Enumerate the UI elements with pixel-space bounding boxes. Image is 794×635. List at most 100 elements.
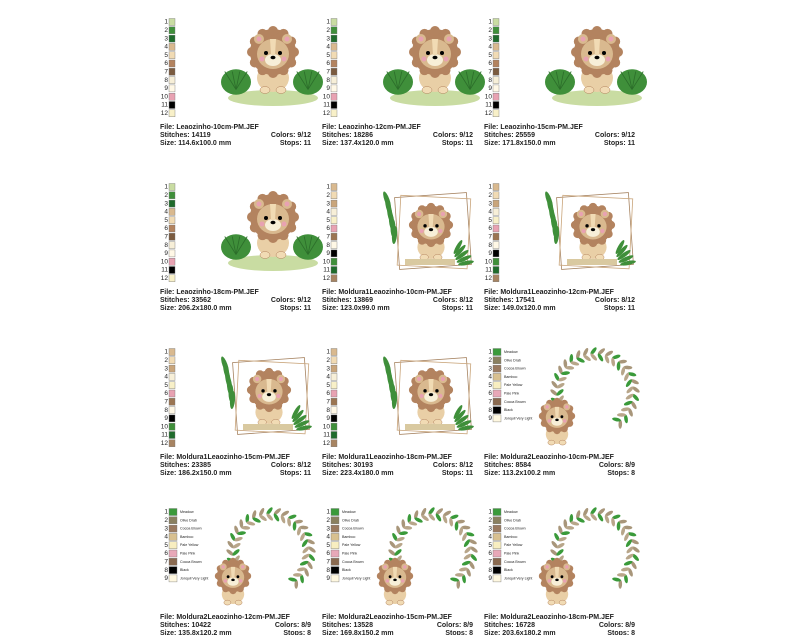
- leaf: [583, 354, 591, 361]
- leaf: [300, 532, 306, 542]
- leaf: [391, 391, 398, 409]
- leaf: [394, 542, 403, 549]
- lion-ear-inner: [608, 36, 614, 42]
- leaf: [631, 561, 637, 570]
- color-swatch: [330, 566, 340, 574]
- mane-tuft: [430, 68, 440, 78]
- swatch-number: 1: [488, 509, 492, 516]
- color-name: Cocoa Brown: [342, 560, 364, 564]
- color-swatch: [168, 183, 176, 191]
- lion-muzzle: [551, 577, 563, 586]
- mane-tuft: [257, 65, 268, 76]
- swatch-number: 8: [488, 242, 492, 249]
- swatch-number: 12: [323, 275, 331, 282]
- leaf: [280, 514, 286, 524]
- color-swatch: [492, 266, 500, 274]
- leaf: [456, 579, 461, 589]
- leaf: [456, 420, 472, 428]
- color-name: Olive Drab: [504, 518, 521, 522]
- color-count: Colors: 8/9: [599, 622, 635, 629]
- swatch-number: 5: [488, 382, 492, 389]
- swatch-number: 8: [488, 567, 492, 574]
- lion-cheek: [562, 419, 567, 423]
- color-swatch: [330, 516, 340, 524]
- leaf: [554, 532, 560, 542]
- mane-tuft: [246, 385, 256, 395]
- mane-tuft: [451, 47, 461, 57]
- leaf: [303, 532, 313, 537]
- mane-tuft: [560, 425, 568, 433]
- swatch-number: 1: [326, 19, 330, 26]
- file-name: File: Moldura2Leaozinho-18cm-PM.JEF: [484, 614, 615, 621]
- lion-cheek: [276, 393, 281, 399]
- color-swatch: [168, 533, 178, 541]
- color-swatch: [330, 241, 338, 249]
- color-swatch: [492, 508, 502, 516]
- leaf: [576, 350, 581, 359]
- color-swatch: [492, 109, 500, 118]
- leaf-vein: [631, 71, 637, 90]
- leaf: [628, 568, 633, 577]
- mane-tuft: [560, 585, 568, 593]
- color-name: Meadow: [504, 350, 518, 354]
- grass-base: [243, 424, 293, 430]
- leaf: [565, 366, 575, 370]
- design-size: Size: 137.4x120.0 mm: [322, 140, 394, 147]
- color-swatch: [168, 549, 178, 558]
- color-swatch: [492, 348, 502, 356]
- lion-paw: [421, 86, 433, 94]
- leaf: [421, 507, 427, 517]
- color-swatch: [492, 274, 500, 282]
- leaf: [252, 517, 261, 523]
- design-size: Size: 223.4x180.0 mm: [322, 470, 394, 477]
- leaf: [456, 519, 466, 524]
- leaf: [612, 577, 622, 582]
- color-swatch: [492, 216, 500, 224]
- mane-tuft: [566, 419, 574, 427]
- mane-tuft: [249, 57, 260, 68]
- swatch-number: 8: [326, 242, 330, 249]
- color-name: Pale Yellow: [342, 543, 361, 547]
- lion-cheek: [562, 579, 567, 583]
- leaf: [435, 513, 442, 522]
- swatch-number: 2: [488, 192, 492, 199]
- color-name: Pale Pink: [504, 551, 519, 555]
- mane-tuft: [444, 220, 454, 230]
- mane-tuft: [278, 65, 289, 76]
- leaf: [300, 574, 304, 584]
- leaf: [241, 526, 251, 530]
- swatch-number: 3: [326, 525, 330, 532]
- leaf: [391, 226, 398, 244]
- color-swatch: [330, 84, 338, 93]
- leaf-vein: [620, 71, 633, 90]
- swatch-number: 12: [161, 440, 169, 447]
- swatch-number: 4: [488, 209, 492, 216]
- swatch-number: 5: [164, 52, 168, 59]
- leaf: [462, 532, 468, 542]
- swatch-number: 3: [488, 200, 492, 207]
- leaf: [616, 244, 628, 258]
- lion-eye: [264, 216, 268, 220]
- color-swatch: [492, 389, 502, 398]
- frame-line: [396, 194, 472, 270]
- swatch-number: 9: [326, 575, 330, 582]
- leaf: [259, 507, 265, 517]
- color-swatch: [168, 59, 176, 68]
- mane-tuft: [249, 222, 260, 233]
- swatch-number: 7: [488, 234, 492, 241]
- swatch-number: 3: [326, 365, 330, 372]
- leaf-vein: [307, 71, 320, 90]
- swatch-number: 7: [326, 69, 330, 76]
- leaf: [583, 507, 589, 517]
- swatch-number: 2: [326, 192, 330, 199]
- mane-tuft: [540, 579, 548, 587]
- leaf-vein: [231, 236, 237, 255]
- lion-eye: [236, 575, 240, 579]
- mane-tuft: [566, 579, 574, 587]
- swatch-number: 8: [488, 77, 492, 84]
- lion-eye: [597, 224, 601, 228]
- leaf: [558, 365, 563, 375]
- color-name: Meadow: [180, 510, 194, 514]
- monstera-leaf: [221, 234, 251, 260]
